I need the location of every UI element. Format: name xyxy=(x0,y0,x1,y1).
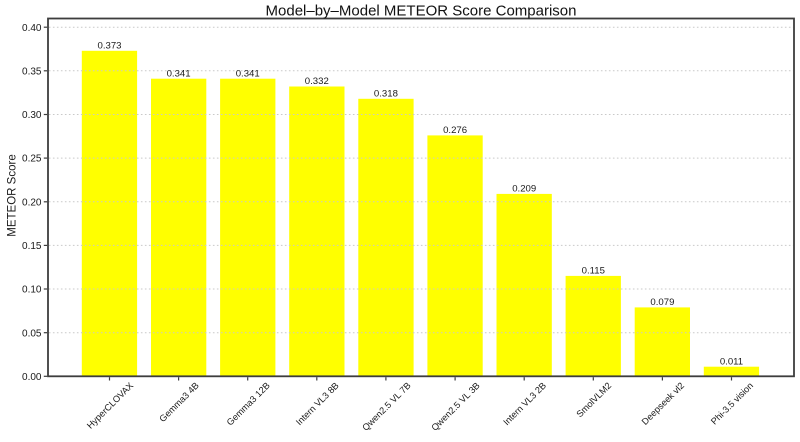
svg-text:0.373: 0.373 xyxy=(97,40,121,51)
svg-text:0.318: 0.318 xyxy=(374,88,398,99)
svg-text:0.05: 0.05 xyxy=(22,328,42,339)
svg-text:METEOR Score: METEOR Score xyxy=(7,154,19,236)
svg-text:0.30: 0.30 xyxy=(22,110,42,121)
svg-text:0.00: 0.00 xyxy=(22,372,42,383)
svg-text:0.209: 0.209 xyxy=(512,184,536,195)
svg-text:0.35: 0.35 xyxy=(22,66,42,77)
svg-text:0.15: 0.15 xyxy=(22,241,42,252)
svg-text:0.25: 0.25 xyxy=(22,154,42,165)
svg-text:0.332: 0.332 xyxy=(305,76,329,87)
svg-text:0.20: 0.20 xyxy=(22,197,42,208)
svg-text:0.10: 0.10 xyxy=(22,285,42,296)
svg-text:0.011: 0.011 xyxy=(720,356,743,367)
svg-text:0.079: 0.079 xyxy=(650,297,674,308)
svg-text:0.341: 0.341 xyxy=(236,68,260,79)
svg-text:0.276: 0.276 xyxy=(443,125,467,136)
svg-text:0.115: 0.115 xyxy=(582,266,605,277)
svg-text:0.341: 0.341 xyxy=(167,68,191,79)
svg-text:0.40: 0.40 xyxy=(22,23,42,34)
svg-text:Model–by–Model METEOR Score Co: Model–by–Model METEOR Score Comparison xyxy=(266,2,577,19)
